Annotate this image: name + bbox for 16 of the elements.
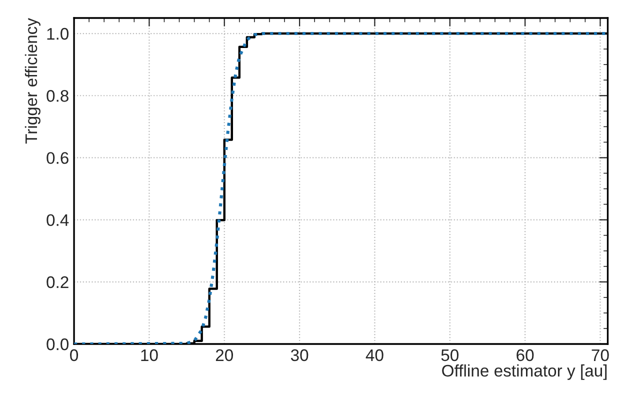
y-tick-label: 0.2 bbox=[46, 276, 68, 288]
x-tick-label: 60 bbox=[516, 349, 534, 362]
y-tick-label: 0.0 bbox=[46, 338, 69, 350]
y-tick-label: 0.4 bbox=[46, 214, 69, 226]
x-axis-title: Offline estimator y [au] bbox=[442, 364, 607, 380]
x-tick-label: 30 bbox=[290, 349, 308, 362]
x-tick-label: 40 bbox=[366, 349, 384, 362]
x-tick-label: 70 bbox=[592, 349, 609, 362]
y-tick-label: 1.0 bbox=[47, 28, 69, 40]
y-axis-title: Trigger efficiency bbox=[24, 18, 40, 144]
x-tick-label: 0 bbox=[70, 349, 78, 362]
y-tick-label: 0.6 bbox=[46, 152, 68, 164]
x-tick-label: 10 bbox=[141, 349, 158, 362]
y-tick-label: 0.8 bbox=[46, 90, 68, 102]
x-tick-label: 20 bbox=[216, 349, 233, 362]
x-tick-label: 50 bbox=[441, 349, 459, 362]
